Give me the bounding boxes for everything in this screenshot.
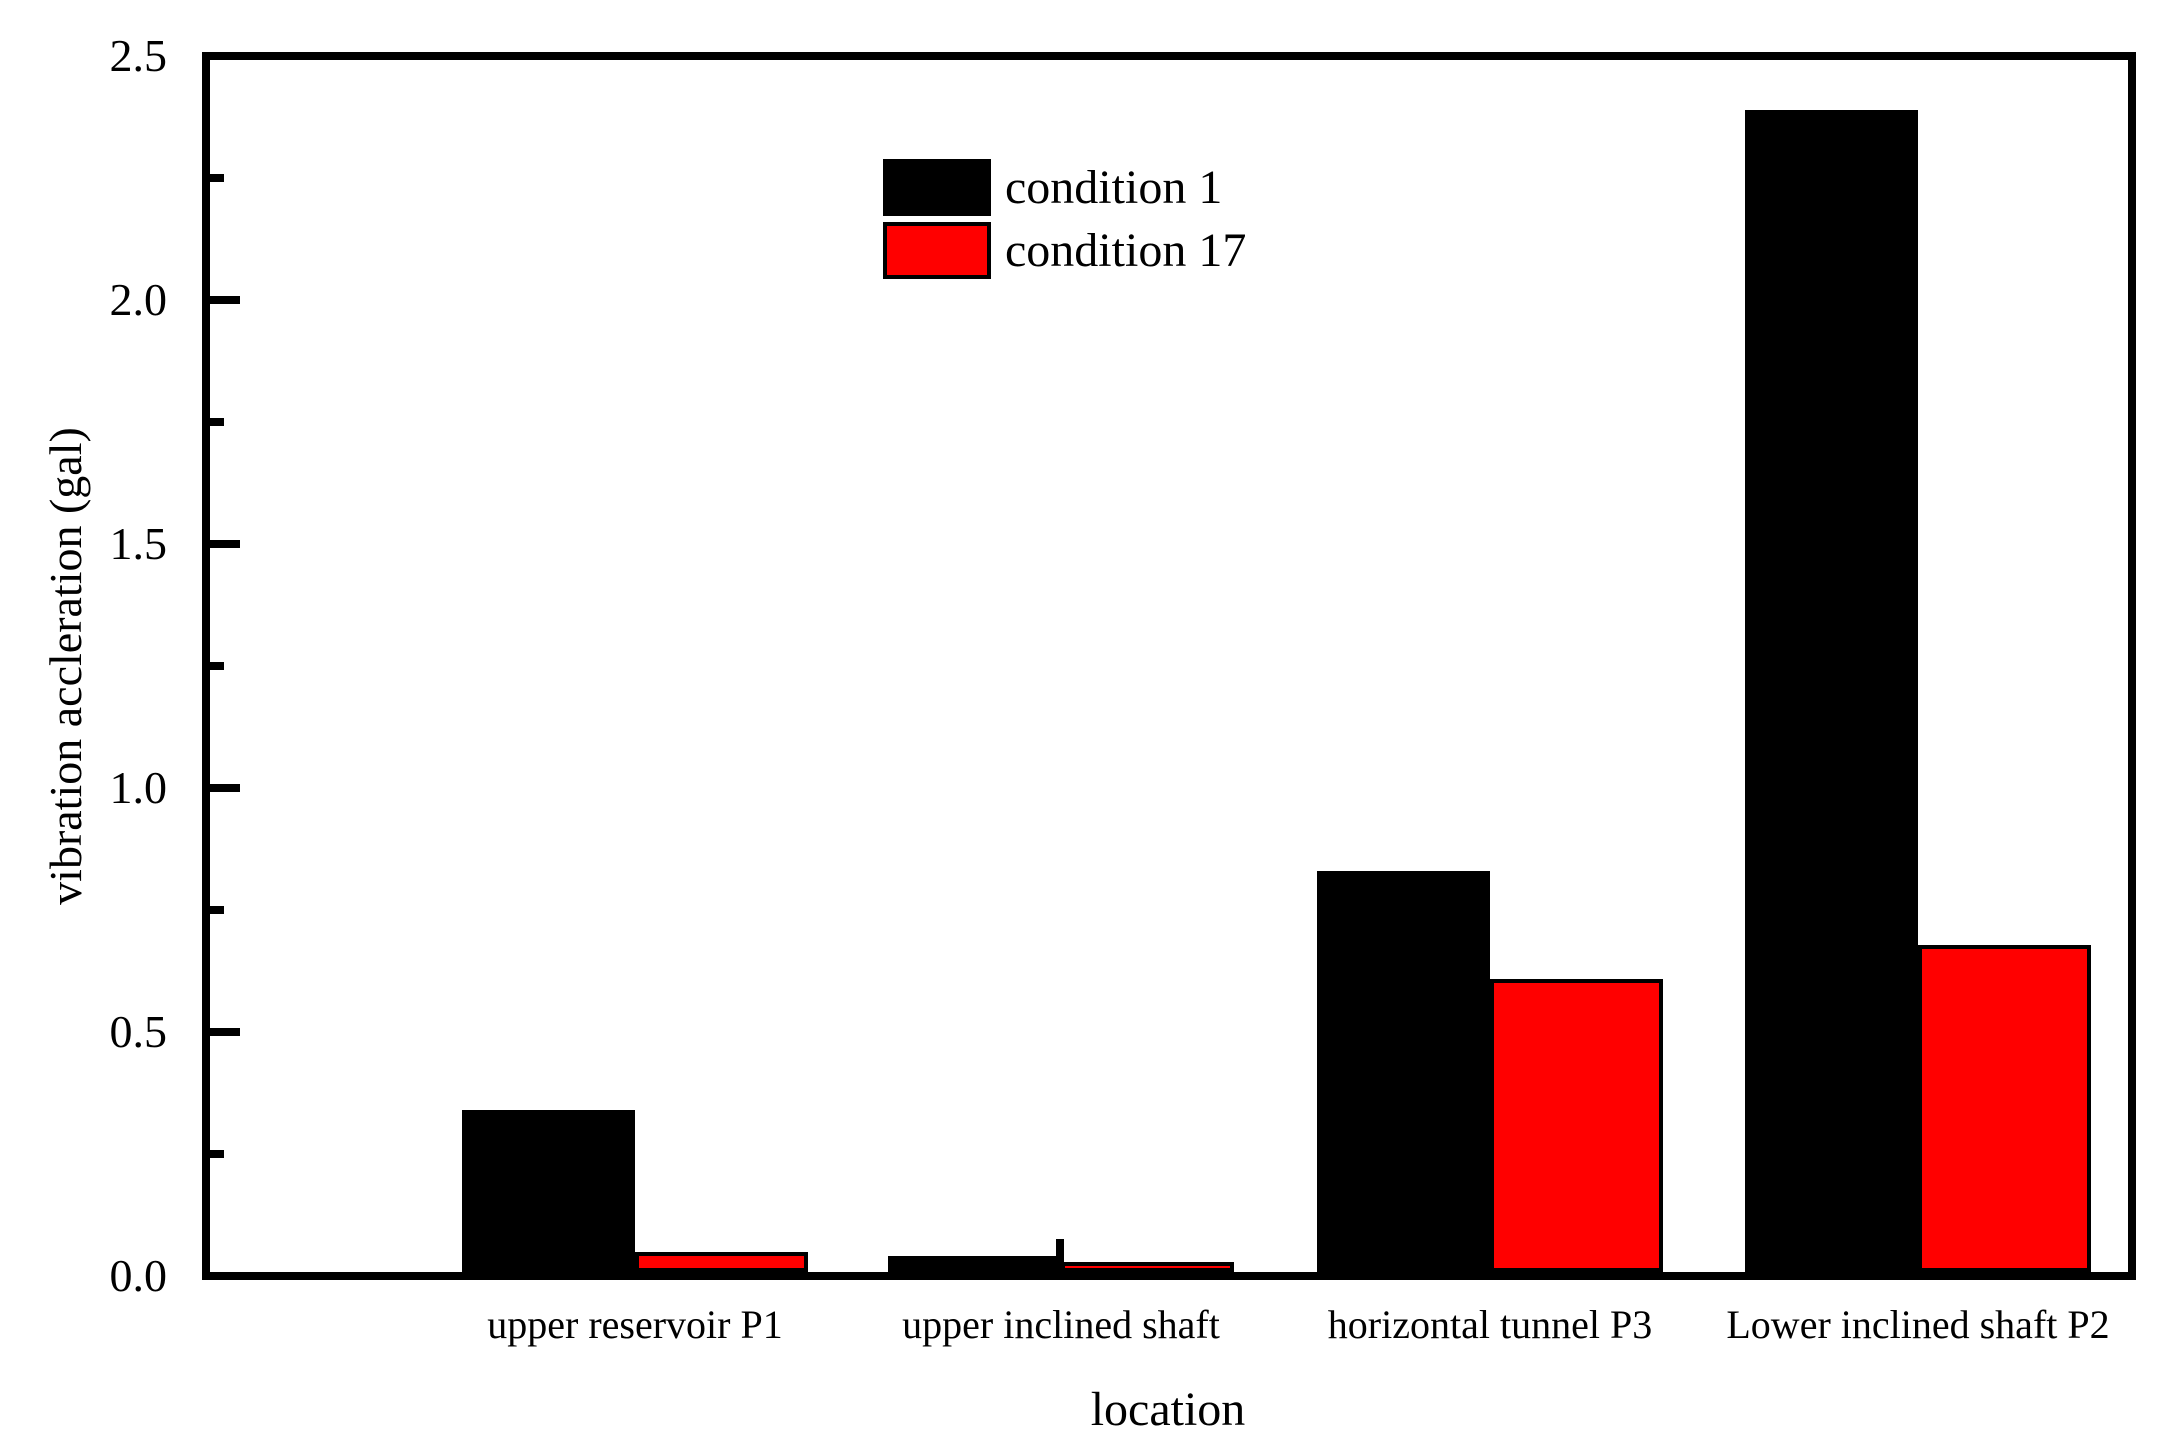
bar-condition-1-3 bbox=[1317, 870, 1490, 1272]
bar-condition-17-3 bbox=[1490, 979, 1663, 1272]
y-tick-label-0.5: 0.5 bbox=[109, 1006, 168, 1057]
bar-condition-1-4 bbox=[1745, 109, 1918, 1272]
y-tick-label-0.0: 0.0 bbox=[109, 1250, 168, 1301]
y-major-tick-2.00 bbox=[210, 296, 240, 304]
y-minor-tick-2.25 bbox=[210, 174, 224, 182]
anomaly-spike bbox=[1056, 1239, 1064, 1272]
bar-condition-1-2 bbox=[888, 1256, 1061, 1272]
y-axis-title: vibration accleration (gal) bbox=[40, 427, 91, 905]
y-major-tick-1.50 bbox=[210, 540, 240, 548]
plot-frame bbox=[202, 52, 2136, 1280]
bar-condition-17-1 bbox=[635, 1252, 808, 1272]
legend-swatch-condition-1 bbox=[883, 159, 991, 216]
y-major-tick-0.50 bbox=[210, 1028, 240, 1036]
y-tick-label-1.5: 1.5 bbox=[109, 518, 168, 569]
y-minor-tick-0.75 bbox=[210, 906, 224, 914]
category-label-4: Lower inclined shaft P2 bbox=[1726, 1302, 2110, 1347]
y-tick-label-2.5: 2.5 bbox=[109, 30, 168, 81]
y-tick-label-1.0: 1.0 bbox=[109, 762, 168, 813]
legend-label-condition-1: condition 1 bbox=[1005, 161, 1223, 214]
plot-area bbox=[210, 60, 2128, 1272]
y-major-tick-1.00 bbox=[210, 784, 240, 792]
y-minor-tick-1.25 bbox=[210, 662, 224, 670]
bar-condition-17-4 bbox=[1918, 945, 2091, 1272]
legend-swatch-condition-17 bbox=[883, 222, 991, 279]
category-label-3: horizontal tunnel P3 bbox=[1327, 1302, 1653, 1347]
y-minor-tick-0.25 bbox=[210, 1150, 224, 1158]
y-minor-tick-1.75 bbox=[210, 418, 224, 426]
x-axis-title: location bbox=[1090, 1383, 1246, 1436]
category-label-2: upper inclined shaft bbox=[902, 1302, 1220, 1347]
y-tick-label-2.0: 2.0 bbox=[109, 274, 168, 325]
legend-label-condition-17: condition 17 bbox=[1005, 224, 1247, 277]
bar-condition-17-2 bbox=[1061, 1262, 1234, 1272]
category-label-1: upper reservoir P1 bbox=[487, 1302, 783, 1347]
bar-condition-1-1 bbox=[462, 1110, 635, 1272]
